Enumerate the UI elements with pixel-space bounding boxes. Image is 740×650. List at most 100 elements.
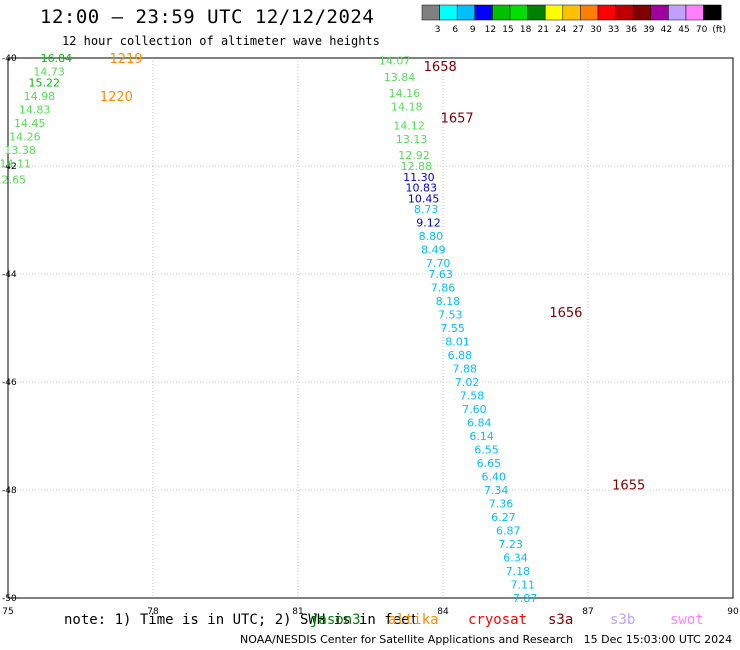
scale-label: 18: [520, 25, 532, 35]
x-tick-label: 75: [2, 607, 13, 617]
wave-height-label: 13.84: [384, 71, 416, 84]
wave-height-label: 7.18: [506, 565, 531, 578]
wave-height-label: 6.84: [467, 417, 492, 430]
scale-label: 6: [452, 25, 458, 35]
y-tick-label: -48: [2, 486, 17, 496]
x-tick-label: 78: [147, 607, 159, 617]
y-tick-label: -46: [2, 378, 17, 388]
wave-height-label: 7.86: [431, 282, 456, 295]
scale-swatch: [685, 4, 704, 21]
wave-height-label: 13.38: [4, 144, 36, 157]
scale-label: 45: [678, 25, 689, 35]
scale-swatch: [474, 4, 493, 21]
wave-height-label: 8.73: [414, 203, 439, 216]
wave-height-label: 12.88: [401, 160, 433, 173]
wave-height-label: 7.60: [462, 403, 487, 416]
scale-swatch: [439, 4, 458, 21]
x-tick-label: 87: [582, 607, 593, 617]
wave-height-label: 9.12: [416, 217, 441, 230]
footer-credit-text: NOAA/NESDIS Center for Satellite Applica…: [240, 633, 574, 646]
wave-height-label: 7.23: [498, 538, 523, 551]
time-label: 1655: [612, 479, 645, 494]
legend-item-jason3: jason3: [310, 612, 361, 628]
scale-label: 33: [608, 25, 619, 35]
wave-height-label: 6.14: [469, 430, 494, 443]
note-text: note: 1) Time is in UTC; 2) SWH is in fe…: [64, 612, 419, 628]
wave-height-label: 7.88: [453, 363, 478, 376]
scale-swatch: [492, 4, 511, 21]
scale-swatch: [509, 4, 528, 21]
wave-height-label: 14.45: [14, 117, 46, 130]
wave-height-label: 7.58: [460, 390, 485, 403]
scale-swatch: [456, 4, 476, 21]
wave-height-label: 6.27: [491, 511, 516, 524]
scale-label: 70: [696, 25, 708, 35]
wave-height-label: 6.40: [482, 471, 507, 484]
scale-label: 30: [590, 25, 602, 35]
wave-height-label: 6.88: [448, 349, 473, 362]
wave-height-label: 6.65: [477, 457, 502, 470]
wave-height-label: 13.13: [396, 133, 428, 146]
scale-label: 15: [502, 25, 513, 35]
wave-height-label: 6.34: [503, 552, 528, 565]
wave-height-label: 7.53: [438, 309, 463, 322]
wave-height-label: 8.18: [436, 295, 461, 308]
footer-credit: NOAA/NESDIS Center for Satellite Applica…: [240, 633, 732, 646]
time-label: 1656: [549, 306, 582, 321]
scale-label: 27: [573, 25, 584, 35]
time-label: 1220: [100, 90, 133, 105]
legend-item-cryosat: cryosat: [468, 612, 528, 628]
x-tick-label: 90: [727, 607, 739, 617]
wave-height-label: 8.80: [419, 230, 444, 243]
legend-item-swot: swot: [670, 612, 704, 628]
wave-height-label: 7.34: [484, 484, 509, 497]
wave-height-label: 7.36: [489, 498, 514, 511]
wave-height-label: 10.83: [406, 182, 438, 195]
scale-swatch: [703, 4, 722, 21]
y-tick-label: -40: [2, 54, 17, 64]
wave-height-label: 8.49: [421, 244, 446, 257]
wave-height-label: 14.26: [9, 130, 41, 143]
scale-label: 3: [435, 25, 441, 35]
wave-height-label: 7.70: [426, 257, 451, 270]
scale-label: 42: [661, 25, 672, 35]
footer-timestamp: 15 Dec 15:03:00 UTC 2024: [583, 633, 733, 646]
wave-height-label: 12.92: [398, 149, 430, 162]
scale-label: 9: [470, 25, 476, 35]
time-label: 1658: [424, 60, 457, 75]
scale-swatch: [597, 4, 616, 21]
scale-swatch: [527, 4, 546, 21]
time-label: 1219: [110, 52, 143, 67]
scale-swatch: [544, 4, 564, 21]
chart-title: 12:00 — 23:59 UTC 12/12/2024: [40, 6, 375, 28]
scale-swatch: [615, 4, 634, 21]
wave-height-label: 7.55: [440, 322, 465, 335]
wave-height-label: 11.30: [403, 171, 435, 184]
chart-subtitle: 12 hour collection of altimeter wave hei…: [62, 34, 380, 48]
y-tick-label: -42: [2, 162, 17, 172]
wave-height-label: 10.45: [408, 192, 440, 205]
x-tick-label: 81: [292, 607, 303, 617]
scale-label: (ft): [712, 25, 726, 35]
wave-height-label: 8.01: [445, 336, 470, 349]
scale-label: 12: [485, 25, 496, 35]
wave-height-label: 14.98: [24, 90, 56, 103]
scale-label: 24: [555, 25, 567, 35]
x-tick-label: 84: [437, 607, 449, 617]
legend-item-s3a: s3a: [548, 612, 574, 628]
scale-label: 21: [537, 25, 548, 35]
wave-height-label: 14.11: [0, 157, 31, 170]
wave-height-label: 6.87: [496, 525, 521, 538]
y-tick-label: -50: [2, 594, 17, 604]
wave-height-label: 14.07: [379, 55, 411, 68]
wave-height-label: 14.18: [391, 101, 423, 114]
wave-height-label: 7.11: [511, 579, 536, 592]
y-tick-label: -44: [2, 270, 17, 280]
time-label: 1657: [441, 111, 474, 126]
satellite-legend: jason3 altika cryosat s3a s3b swot: [0, 612, 740, 630]
wave-height-label: 15.22: [29, 76, 61, 89]
wave-height-label: 14.73: [33, 66, 65, 79]
legend-item-s3b: s3b: [610, 612, 636, 628]
wave-height-label: 14.16: [389, 87, 421, 100]
